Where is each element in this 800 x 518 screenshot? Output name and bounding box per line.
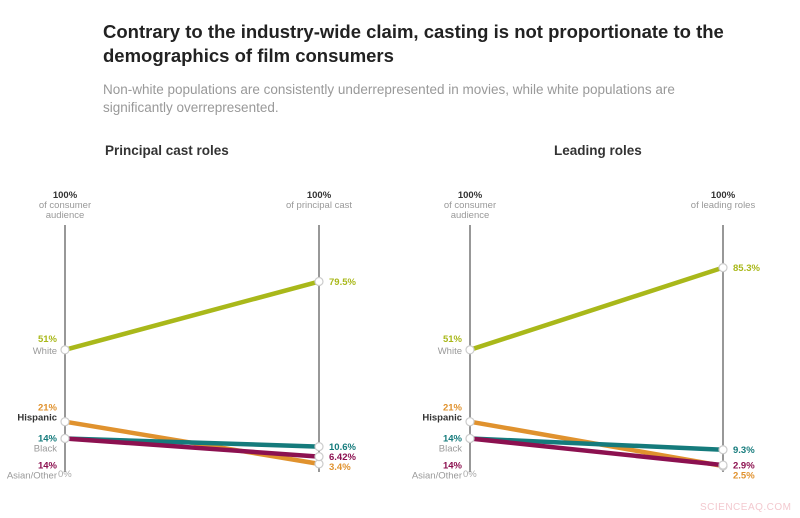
point-left-white — [465, 345, 475, 355]
right-value-label-asian-other: 2.9% — [733, 461, 755, 472]
page-subtitle: Non-white populations are consistently u… — [103, 82, 675, 115]
series-name-hispanic: Hispanic — [422, 413, 462, 424]
watermark: SCIENCEAQ.COM — [700, 502, 792, 513]
right-value-label-hispanic: 2.5% — [733, 471, 755, 482]
left-axis-label-line2: audience — [46, 210, 85, 221]
series-name-hispanic: Hispanic — [17, 413, 57, 424]
panel-title-leading: Leading roles — [554, 143, 642, 158]
point-right-asian-other — [314, 452, 324, 462]
series-line-asian-other — [62, 436, 322, 459]
point-right-asian-other — [718, 460, 728, 470]
point-left-asian-other — [465, 433, 475, 444]
series-name-asian-other: Asian/Other — [412, 470, 462, 481]
right-value-label-white: 85.3% — [733, 263, 760, 274]
series-name-black: Black — [34, 443, 57, 454]
series-line-asian-other — [467, 436, 726, 468]
left-value-label-white: 51% — [38, 334, 58, 345]
series-line-black — [467, 436, 726, 452]
page-title: Contrary to the industry-wide claim, cas… — [103, 21, 724, 66]
series-name-asian-other: Asian/Other — [7, 470, 57, 481]
right-value-label-hispanic: 3.4% — [329, 462, 351, 473]
left-axis-bottom-label: 0% — [58, 469, 72, 480]
left-axis-bottom-label: 0% — [463, 469, 477, 480]
left-value-label-black: 14% — [38, 433, 58, 444]
left-axis-top-label: 100% — [53, 190, 78, 201]
series-name-white: White — [33, 346, 57, 357]
point-right-white — [314, 276, 324, 287]
point-left-white — [60, 345, 70, 355]
right-value-label-black: 10.6% — [329, 442, 356, 453]
left-value-label-hispanic: 21% — [443, 403, 463, 414]
left-value-label-hispanic: 21% — [38, 403, 58, 414]
left-axis-top-label: 100% — [458, 190, 483, 201]
point-right-black — [314, 442, 324, 452]
series-line-white — [62, 279, 322, 353]
left-axis-label-line1: of consumer — [39, 200, 91, 211]
left-axis-label-line2: audience — [451, 210, 490, 221]
left-value-label-black: 14% — [443, 433, 463, 444]
point-right-white — [718, 263, 728, 273]
point-left-hispanic — [465, 417, 475, 427]
left-value-label-asian-other: 14% — [38, 460, 58, 471]
right-axis-label: of principal cast — [286, 200, 352, 211]
right-value-label-black: 9.3% — [733, 445, 755, 456]
right-axis-top-label: 100% — [711, 190, 736, 201]
point-left-asian-other — [60, 433, 70, 444]
series-name-black: Black — [439, 443, 462, 454]
left-axis-label-line1: of consumer — [444, 200, 496, 211]
left-value-label-white: 51% — [443, 334, 463, 345]
panel-title-principal: Principal cast roles — [105, 143, 229, 158]
point-left-hispanic — [60, 417, 70, 427]
point-right-black — [718, 445, 728, 455]
right-axis-label: of leading roles — [691, 200, 756, 211]
right-value-label-asian-other: 6.42% — [329, 452, 356, 463]
left-value-label-asian-other: 14% — [443, 460, 463, 471]
series-name-white: White — [438, 346, 462, 357]
right-value-label-white: 79.5% — [329, 277, 356, 288]
series-line-white — [467, 265, 726, 353]
right-axis-top-label: 100% — [307, 190, 332, 201]
